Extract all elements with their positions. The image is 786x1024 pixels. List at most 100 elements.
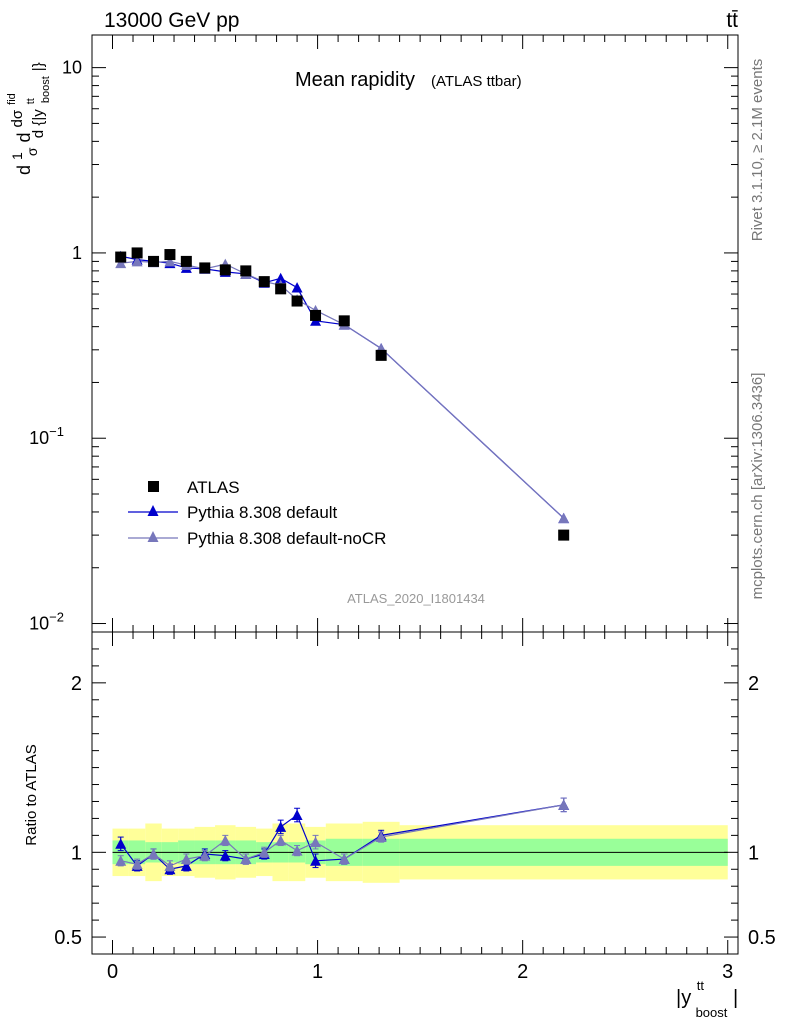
x-tick-label: 3 [722, 961, 733, 983]
ratio-ticks: 0.5 0.5 1 1 2 2 [54, 631, 776, 955]
ratio-panel-frame [91, 631, 739, 955]
ratio-y-tick-label: 1 [71, 842, 82, 864]
x-tick-label: 1 [312, 961, 323, 983]
ylabel-boost: boost [40, 76, 52, 103]
ratio-point [310, 855, 322, 866]
atlas-point [131, 247, 143, 259]
y-tick-label: 1 [72, 243, 82, 263]
xlabel-boost: boost [696, 1005, 728, 1020]
ratio-point [180, 853, 192, 865]
series-point [115, 257, 127, 269]
ratio-point [291, 809, 303, 820]
ratio-point [148, 848, 160, 859]
x-axis-label: |y tt boost | [676, 973, 738, 1022]
ratio-marks [115, 797, 570, 875]
ratio-point [164, 860, 176, 871]
ratio-point [275, 834, 287, 846]
y-tick-label: 10−1 [29, 424, 64, 448]
atlas-point [338, 315, 350, 327]
ratio-point [258, 846, 270, 858]
ylabel-tt: tt [25, 98, 37, 104]
ratio-panel: Ratio to ATLAS 0.5 0.5 1 1 2 2 [23, 631, 776, 955]
ratio-point [219, 850, 231, 861]
atlas-point [240, 265, 252, 277]
atlas-point [258, 276, 270, 288]
xlabel-bar: | [733, 987, 738, 1009]
ratio-point [558, 799, 570, 810]
ratio-point [131, 858, 143, 870]
ratio-y-tick-label-right: 2 [748, 673, 759, 695]
main-panel: Mean rapidity (ATLAS ttbar) ATLAS_2020_I… [0, 34, 739, 634]
xlabel-y: |y [676, 987, 691, 1009]
chart-title: Mean rapidity [295, 69, 415, 91]
header-left: 13000 GeV pp [104, 9, 239, 32]
series-point [275, 272, 287, 284]
ratio-point [199, 850, 211, 861]
series-point [131, 255, 143, 267]
legend-marker-default [147, 505, 159, 516]
legend-label-nocr: Pythia 8.308 default-noCR [187, 529, 386, 548]
main-marks [115, 247, 570, 541]
svg-text:|y tt boost: |y tt boost | [676, 973, 738, 1022]
ylabel-sigma: σ [24, 147, 40, 156]
x-tick-label: 0 [107, 961, 118, 983]
atlas-point [275, 283, 287, 295]
series-point [291, 282, 303, 293]
ratio-y-tick-label: 2 [71, 673, 82, 695]
atlas-point [219, 264, 231, 276]
ratio-y-tick-label: 0.5 [54, 927, 82, 949]
atlas-point [164, 249, 176, 261]
ratio-point [180, 860, 192, 871]
x-tick-label: 2 [517, 961, 528, 983]
ylabel-d2: d [14, 132, 34, 142]
ratio-point [219, 834, 231, 846]
ylabel-dy: d {|y [30, 109, 47, 138]
ratio-point [275, 821, 287, 832]
atlas-point [291, 295, 303, 307]
ylabel-d: d [14, 165, 34, 175]
ratio-y-tick-label-right: 1 [748, 842, 759, 864]
legend: ATLAS Pythia 8.308 default Pythia 8.308 … [128, 478, 386, 548]
atlas-point [180, 255, 192, 267]
ylabel-fid: fid [6, 93, 18, 105]
atlas-point [148, 255, 160, 267]
chart-subtitle: (ATLAS ttbar) [431, 73, 522, 90]
y-tick-exponent: −1 [49, 424, 64, 439]
ylabel-dsigma: dσ [9, 109, 26, 127]
atlas-point [310, 309, 322, 321]
ylabel-one: 1 [9, 152, 25, 160]
rivet-label: Rivet 3.1.10, ≥ 2.1M events [749, 59, 766, 242]
ratio-y-tick-label-right: 0.5 [748, 927, 776, 949]
ratio-point [115, 855, 127, 866]
y-axis-label: d 1 σ d dσ fid d {|y tt boost |} [0, 62, 53, 175]
ratio-y-label: Ratio to ATLAS [23, 744, 40, 845]
ratio-point [338, 853, 350, 865]
atlas-point [558, 529, 570, 541]
ylabel-brace: |} [30, 62, 47, 71]
y-tick-exponent: −2 [49, 610, 64, 625]
ratio-point [240, 853, 252, 865]
series-point [558, 512, 570, 524]
watermark: ATLAS_2020_I1801434 [347, 591, 485, 606]
x-tick-labels: 0 1 2 3 [107, 961, 733, 983]
atlas-point [199, 262, 211, 274]
xlabel-tt: tt [697, 978, 705, 993]
legend-label-default: Pythia 8.308 default [187, 503, 338, 522]
legend-label-atlas: ATLAS [187, 478, 240, 497]
y-tick-label: 10−2 [29, 610, 64, 634]
y-tick-label: 10 [62, 58, 82, 78]
ratio-point [310, 836, 322, 848]
legend-marker-atlas [148, 481, 159, 492]
svg-text:d 1 σ: d 1 σ d dσ fid d {|y tt boost |} [0, 62, 53, 175]
ratio-point [375, 831, 387, 843]
atlas-point [375, 349, 387, 361]
legend-marker-nocr [147, 531, 159, 542]
ratio-point [291, 845, 303, 856]
ratio-point [115, 838, 127, 849]
series-point [164, 255, 176, 267]
main-ticks: 10 1 10−1 10−2 [29, 35, 738, 634]
header-right: tt̄ [726, 9, 738, 32]
mcplots-label: mcplots.cern.ch [arXiv:1306.3436] [749, 373, 766, 600]
atlas-point [115, 251, 127, 263]
